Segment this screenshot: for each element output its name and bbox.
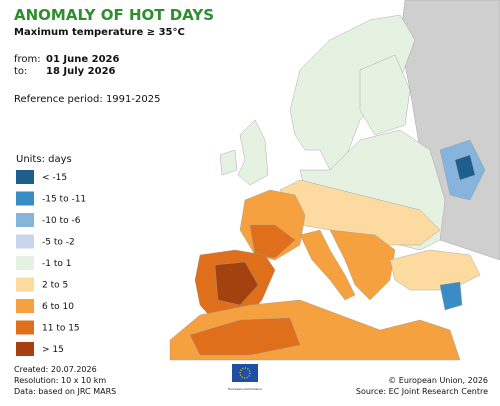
eu-logo-text: European Commission xyxy=(228,387,262,391)
legend-label: < -15 xyxy=(42,173,67,183)
subtitle: Maximum temperature ≥ 35°C xyxy=(14,27,185,38)
resolution: Resolution: 10 x 10 km xyxy=(14,376,106,385)
to-label: to: xyxy=(14,66,27,77)
middle-east-blue xyxy=(439,281,463,311)
legend-swatch xyxy=(16,234,34,249)
balkans xyxy=(329,229,396,301)
legend-swatch xyxy=(16,342,34,356)
finland xyxy=(359,54,411,136)
legend-label: -10 to -6 xyxy=(42,216,81,226)
data-source: Data: based on JRC MARS xyxy=(14,387,116,396)
uk xyxy=(237,119,269,186)
legend-label: > 15 xyxy=(42,345,64,355)
reference-period: Reference period: 1991-2025 xyxy=(14,94,160,105)
legend-label: -15 to -11 xyxy=(42,195,86,205)
france-south xyxy=(249,224,296,259)
turkey xyxy=(389,249,481,291)
legend-label: 11 to 15 xyxy=(42,324,80,334)
legend-label: 2 to 5 xyxy=(42,281,68,291)
copyright: © European Union, 2026 xyxy=(388,376,488,385)
iberia-dark xyxy=(214,261,259,306)
east-dark xyxy=(454,154,476,181)
legend-swatch xyxy=(16,191,34,206)
source: Source: EC Joint Research Centre xyxy=(356,387,488,396)
legend-label: -1 to 1 xyxy=(42,259,71,269)
from-date: 01 June 2026 xyxy=(46,54,119,65)
central-europe xyxy=(279,179,441,246)
italy xyxy=(299,229,356,301)
created: Created: 20.07.2026 xyxy=(14,365,97,374)
legend-swatch xyxy=(16,320,34,335)
eu-stars xyxy=(239,367,251,379)
ireland xyxy=(219,149,238,176)
north-africa-dark xyxy=(189,317,301,356)
legend-label: 6 to 10 xyxy=(42,302,74,312)
legend-swatch xyxy=(16,256,34,270)
legend-swatch xyxy=(16,213,34,227)
legend-label: -5 to -2 xyxy=(42,238,75,248)
from-label: from: xyxy=(14,54,41,65)
eu-flag xyxy=(232,364,258,382)
to-date: 18 July 2026 xyxy=(46,66,116,77)
legend-title: Units: days xyxy=(16,154,72,165)
legend: < -15 -15 to -11 -10 to -6 -5 to -2 -1 to 1 2… xyxy=(16,170,86,356)
legend-swatch xyxy=(16,277,34,292)
eu-logo: European Commission xyxy=(228,364,262,391)
title: ANOMALY OF HOT DAYS xyxy=(14,6,214,24)
legend-swatch xyxy=(16,170,34,184)
legend-swatch xyxy=(16,299,34,313)
